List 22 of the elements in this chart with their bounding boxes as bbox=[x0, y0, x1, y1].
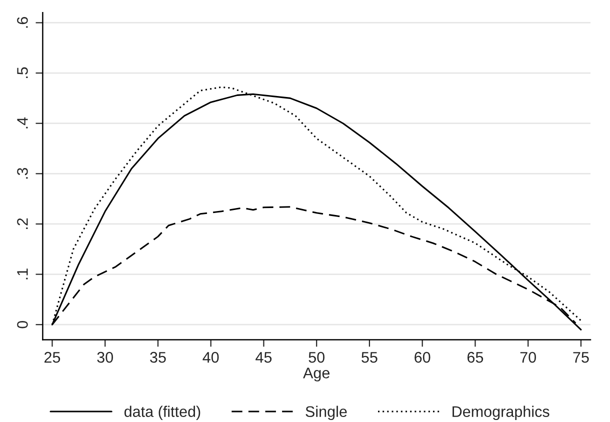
y-tick-label: .1 bbox=[17, 268, 28, 280]
y-tick-label: .6 bbox=[17, 17, 28, 28]
y-tick-label: 0 bbox=[17, 320, 28, 328]
x-tick-label: 45 bbox=[256, 352, 272, 363]
y-tick-label: .2 bbox=[17, 218, 28, 229]
x-tick-label: 25 bbox=[44, 352, 60, 363]
x-tick-label: 35 bbox=[150, 352, 166, 363]
legend-label: data (fitted) bbox=[124, 406, 200, 420]
x-tick-label: 75 bbox=[573, 352, 589, 363]
y-tick-label: .5 bbox=[17, 67, 28, 78]
x-tick-label: 40 bbox=[202, 352, 219, 363]
legend-label: Single bbox=[306, 406, 347, 420]
x-tick-label: 60 bbox=[414, 352, 430, 363]
x-axis-title: Age bbox=[303, 368, 330, 382]
y-tick-label: .4 bbox=[17, 117, 28, 128]
x-tick-label: 70 bbox=[520, 352, 536, 363]
x-tick-label: 30 bbox=[97, 352, 113, 363]
x-tick-label: 55 bbox=[362, 352, 378, 363]
legend-label: Demographics bbox=[452, 406, 550, 420]
x-tick-label: 50 bbox=[308, 352, 324, 363]
x-tick-label: 65 bbox=[467, 352, 484, 363]
y-tick-label: .3 bbox=[17, 168, 28, 179]
